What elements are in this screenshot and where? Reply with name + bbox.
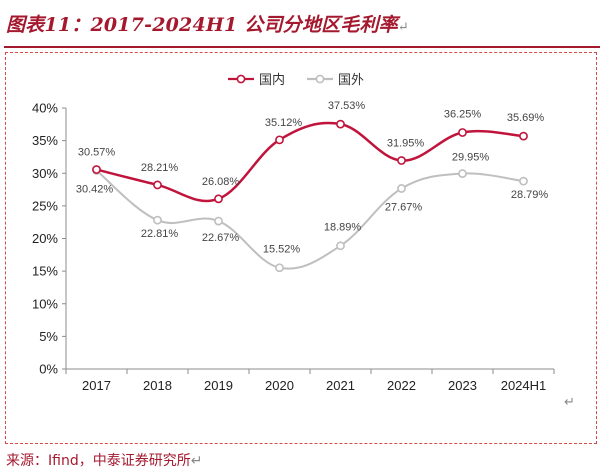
x-tick-label: 2022 [387, 378, 416, 393]
legend-swatch-overseas-marker [315, 74, 325, 84]
x-tick-label: 2019 [204, 378, 233, 393]
data-label: 28.79% [511, 189, 549, 201]
data-label: 35.12% [265, 117, 303, 129]
data-point [397, 156, 406, 165]
x-tick-label: 2020 [265, 378, 294, 393]
data-point [275, 263, 284, 273]
legend-label: 国外 [338, 73, 364, 88]
data-label: 22.81% [141, 228, 179, 240]
data-label: 15.52% [263, 244, 301, 256]
data-point [458, 128, 467, 137]
data-label: 22.67% [202, 232, 240, 244]
y-tick-label: 5% [39, 329, 58, 344]
y-tick-label: 35% [32, 133, 58, 148]
series-line-domestic [96, 121, 524, 203]
source-note: 来源：Ifind，中泰证券研究所↵ [6, 453, 203, 469]
x-tick-label: 2023 [448, 378, 477, 393]
data-label: 30.57% [78, 147, 116, 159]
data-point [397, 184, 406, 193]
y-tick-label: 15% [32, 264, 58, 279]
title-return-mark: ↵ [397, 20, 409, 35]
x-tick-label: 2021 [326, 378, 355, 393]
data-label: 31.95% [387, 138, 425, 150]
y-tick-label: 30% [32, 166, 58, 181]
data-label: 35.69% [507, 112, 545, 124]
data-label: 29.95% [452, 152, 490, 164]
y-tick-label: 25% [32, 198, 58, 213]
data-point [275, 135, 284, 145]
x-tick-label: 2024H1 [501, 378, 547, 393]
legend-swatch-domestic-marker [236, 74, 246, 84]
data-label: 37.53% [328, 100, 366, 112]
data-point [92, 165, 101, 174]
data-point [336, 119, 345, 129]
x-tick-label: 2018 [143, 378, 172, 393]
data-label: 28.21% [141, 162, 179, 174]
source-return-mark: ↵ [190, 453, 203, 469]
legend-label: 国内 [259, 72, 285, 88]
data-point [153, 215, 162, 225]
y-tick-label: 10% [32, 296, 58, 311]
x-tick-label: 2017 [82, 378, 111, 393]
chart-frame [5, 52, 597, 444]
data-point [336, 241, 345, 251]
data-label: 18.89% [324, 222, 362, 234]
chart-return-mark: ↵ [564, 395, 575, 410]
data-point [519, 176, 528, 186]
data-label: 30.42% [76, 184, 114, 196]
data-label: 26.08% [202, 176, 240, 188]
title-rule [4, 46, 600, 48]
y-tick-label: 20% [32, 231, 58, 246]
data-point [519, 131, 528, 141]
series-line-overseas [95, 169, 524, 270]
data-label: 36.25% [444, 108, 482, 120]
data-point [214, 216, 223, 226]
chart-title: 图表11：2017-2024H1 公司分地区毛利率↵ [6, 14, 409, 36]
data-label: 27.67% [385, 201, 423, 213]
data-point [153, 180, 162, 190]
y-tick-label: 0% [39, 362, 58, 377]
data-point [458, 169, 467, 178]
data-point [214, 194, 223, 204]
y-tick-label: 40% [32, 101, 58, 116]
